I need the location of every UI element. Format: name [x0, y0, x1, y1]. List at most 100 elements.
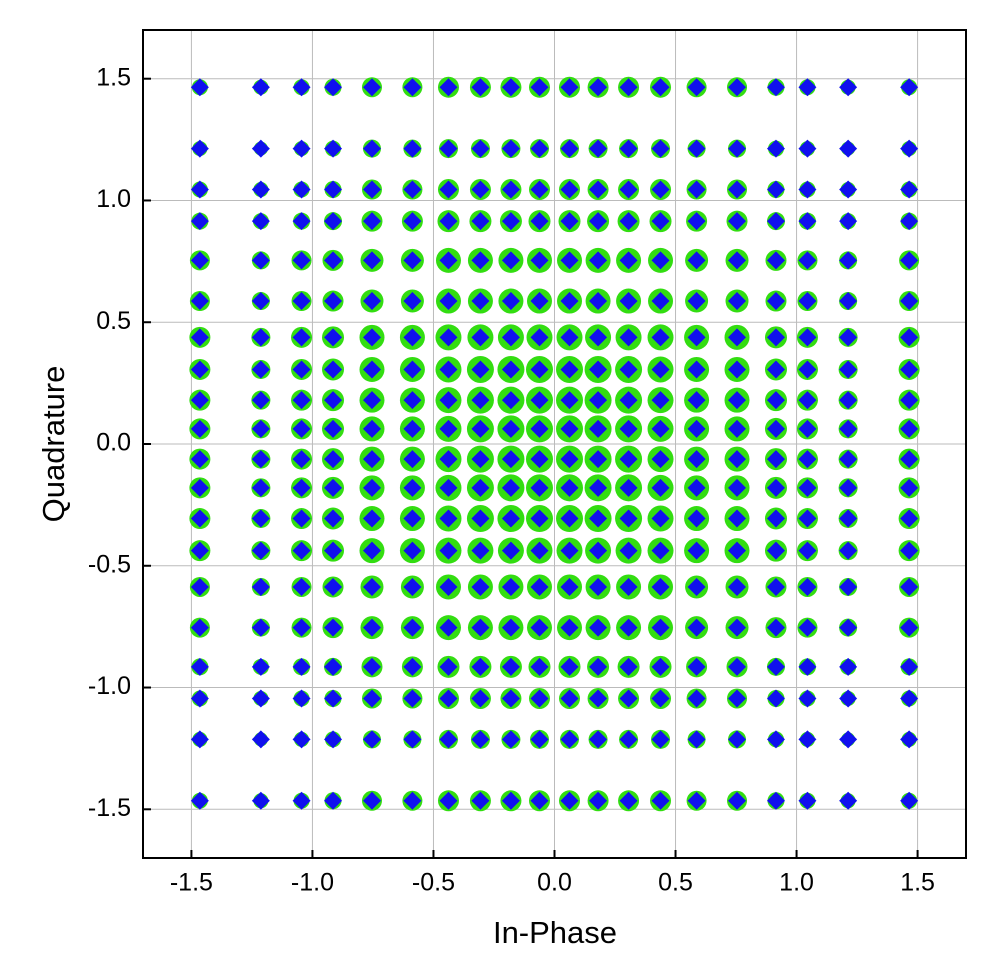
symbol-diamond — [619, 139, 638, 158]
symbol-diamond — [324, 328, 343, 347]
symbol-diamond — [839, 212, 858, 231]
symbol-diamond — [798, 419, 817, 438]
symbol-diamond — [501, 139, 520, 158]
symbol-diamond — [190, 791, 209, 810]
symbol-diamond — [292, 730, 311, 749]
symbol-diamond — [190, 212, 209, 231]
symbol-diamond — [530, 328, 549, 347]
symbol-diamond — [798, 251, 817, 270]
symbol-diamond — [589, 657, 608, 676]
symbol-diamond — [403, 180, 422, 199]
symbol-diamond — [687, 212, 706, 231]
symbol-diamond — [292, 391, 311, 410]
symbol-diamond — [766, 509, 785, 528]
symbol-diamond — [798, 450, 817, 469]
symbol-diamond — [471, 292, 490, 311]
symbol-diamond — [471, 618, 490, 637]
symbol-diamond — [324, 391, 343, 410]
symbol-diamond — [471, 509, 490, 528]
symbol-diamond — [687, 577, 706, 596]
symbol-diamond — [251, 419, 270, 438]
symbol-diamond — [324, 657, 343, 676]
symbol-diamond — [766, 689, 785, 708]
symbol-diamond — [900, 419, 919, 438]
symbol-diamond — [560, 419, 579, 438]
symbol-diamond — [439, 180, 458, 199]
symbol-diamond — [439, 509, 458, 528]
symbol-diamond — [439, 689, 458, 708]
symbol-diamond — [798, 577, 817, 596]
symbol-diamond — [766, 292, 785, 311]
symbol-diamond — [651, 577, 670, 596]
symbol-diamond — [471, 328, 490, 347]
symbol-diamond — [900, 791, 919, 810]
symbol-diamond — [651, 791, 670, 810]
y-tick-label: -0.5 — [88, 550, 131, 578]
symbol-diamond — [324, 139, 343, 158]
x-tick-label: 1.5 — [900, 869, 935, 897]
symbol-diamond — [560, 509, 579, 528]
symbol-diamond — [687, 180, 706, 199]
symbol-diamond — [501, 791, 520, 810]
symbol-diamond — [560, 657, 579, 676]
symbol-diamond — [589, 478, 608, 497]
symbol-diamond — [501, 391, 520, 410]
symbol-diamond — [190, 180, 209, 199]
symbol-diamond — [501, 730, 520, 749]
symbol-diamond — [619, 391, 638, 410]
symbol-diamond — [439, 292, 458, 311]
y-tick-label: 1.0 — [96, 185, 131, 213]
symbol-diamond — [530, 292, 549, 311]
symbol-diamond — [651, 450, 670, 469]
symbol-diamond — [403, 450, 422, 469]
symbol-diamond — [900, 618, 919, 637]
symbol-diamond — [589, 577, 608, 596]
symbol-diamond — [728, 577, 747, 596]
symbol-diamond — [728, 509, 747, 528]
symbol-diamond — [362, 509, 381, 528]
symbol-diamond — [619, 212, 638, 231]
symbol-diamond — [530, 618, 549, 637]
symbol-diamond — [251, 509, 270, 528]
symbol-diamond — [324, 509, 343, 528]
symbol-diamond — [619, 251, 638, 270]
symbol-diamond — [501, 577, 520, 596]
symbol-diamond — [589, 180, 608, 199]
symbol-diamond — [900, 541, 919, 560]
symbol-diamond — [439, 391, 458, 410]
symbol-diamond — [766, 577, 785, 596]
symbol-diamond — [251, 139, 270, 158]
symbol-diamond — [798, 478, 817, 497]
symbol-diamond — [324, 251, 343, 270]
symbol-diamond — [362, 78, 381, 97]
symbol-diamond — [687, 391, 706, 410]
symbol-diamond — [900, 478, 919, 497]
symbol-diamond — [530, 657, 549, 676]
symbol-diamond — [362, 139, 381, 158]
symbol-diamond — [839, 689, 858, 708]
symbol-diamond — [471, 419, 490, 438]
symbol-diamond — [651, 180, 670, 199]
symbol-diamond — [190, 657, 209, 676]
symbol-diamond — [798, 689, 817, 708]
symbol-diamond — [687, 541, 706, 560]
symbol-diamond — [324, 419, 343, 438]
symbol-diamond — [766, 212, 785, 231]
symbol-diamond — [619, 292, 638, 311]
symbol-diamond — [292, 180, 311, 199]
symbol-diamond — [251, 730, 270, 749]
symbol-diamond — [651, 391, 670, 410]
symbol-diamond — [560, 478, 579, 497]
symbol-diamond — [403, 657, 422, 676]
symbol-diamond — [766, 541, 785, 560]
symbol-diamond — [728, 180, 747, 199]
symbol-diamond — [651, 541, 670, 560]
symbol-diamond — [439, 78, 458, 97]
symbol-diamond — [324, 360, 343, 379]
symbol-diamond — [839, 730, 858, 749]
symbol-diamond — [651, 509, 670, 528]
symbol-diamond — [651, 360, 670, 379]
symbol-diamond — [728, 328, 747, 347]
x-tick-label: 1.0 — [779, 869, 814, 897]
symbol-diamond — [530, 791, 549, 810]
